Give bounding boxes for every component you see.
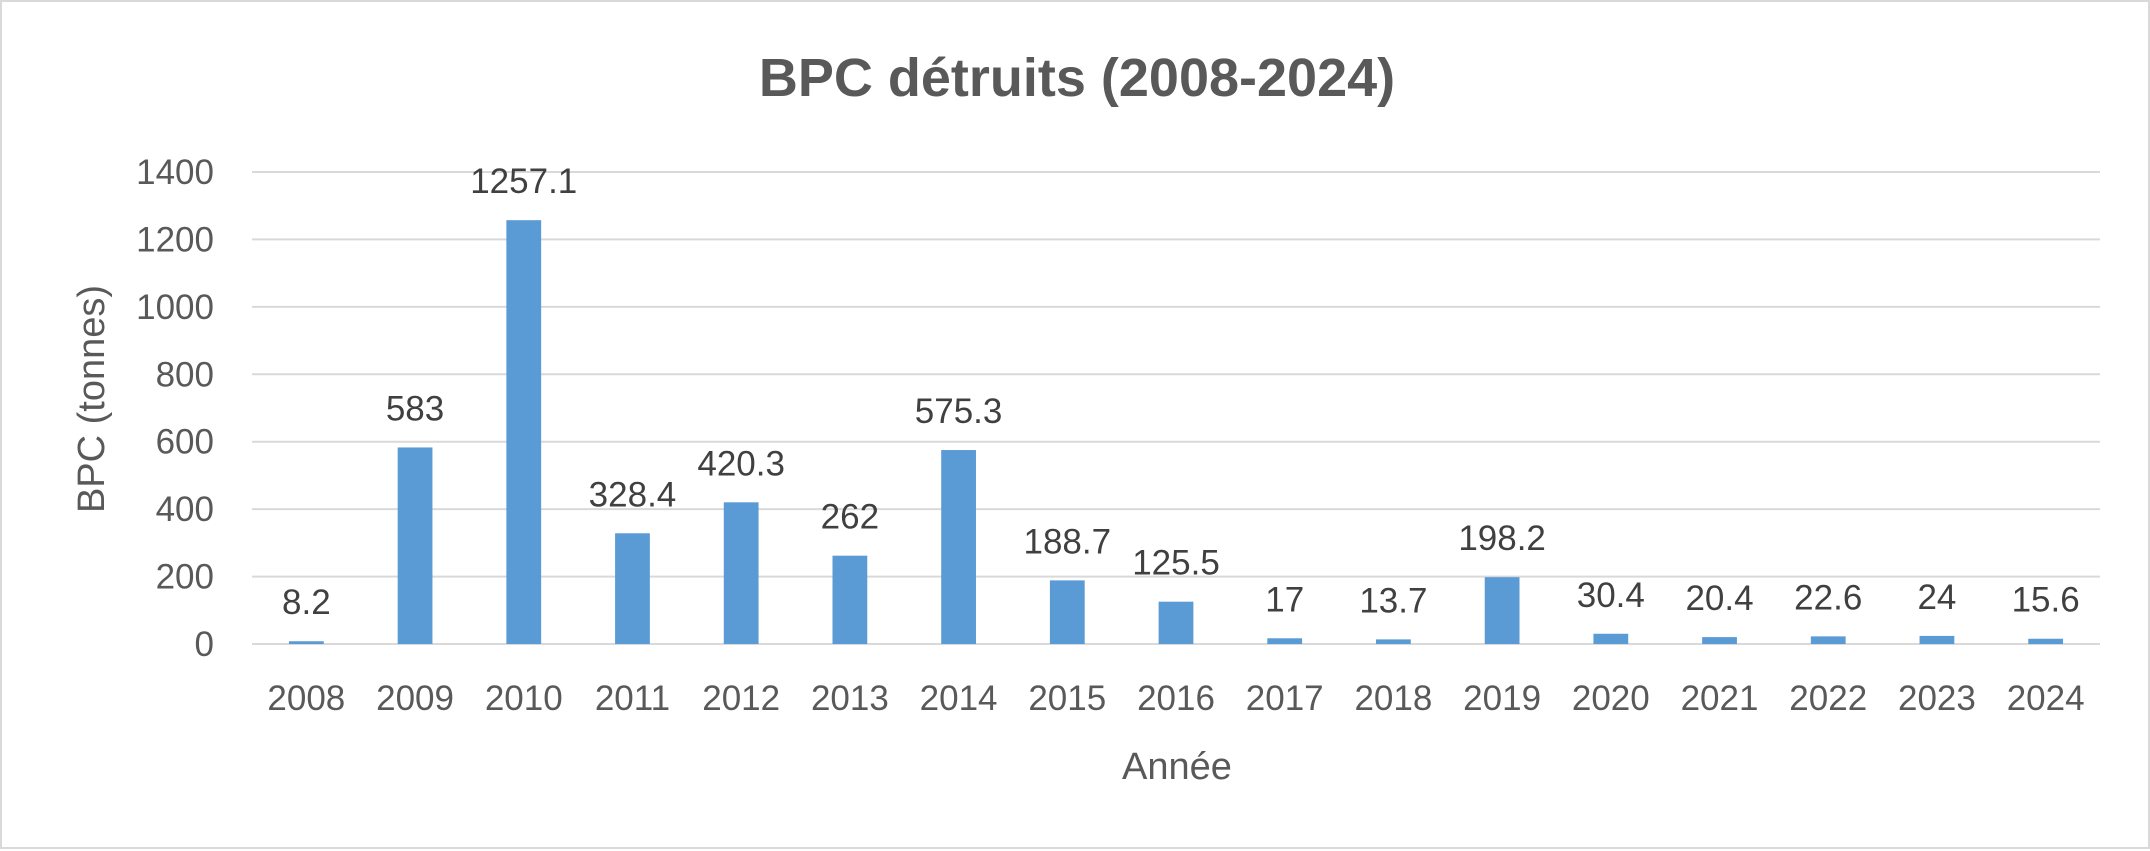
- bar-2022: [1810, 636, 1846, 644]
- y-tick-label-1400: 1400: [136, 153, 214, 192]
- x-tick-label-2022: 2022: [1789, 679, 1867, 718]
- data-label-2012: 420.3: [697, 444, 785, 483]
- data-label-2011: 328.4: [589, 475, 677, 514]
- bars: [288, 220, 2064, 644]
- data-label-2021: 20.4: [1685, 579, 1753, 618]
- x-tick-label-2024: 2024: [2007, 679, 2085, 718]
- bar-2011: [615, 533, 650, 644]
- bar-2016: [1158, 601, 1194, 644]
- x-axis-ticks: 2008 2009 2010 2011 2012 2013 2014 2015 2016 2017…: [267, 679, 2084, 718]
- data-labels: 8.2 583 1257.1 328.4 420.3 262 575.3 188.7 125.5…: [282, 162, 2080, 622]
- y-tick-label-1200: 1200: [136, 220, 214, 259]
- x-tick-label-2014: 2014: [920, 679, 998, 718]
- x-tick-label-2016: 2016: [1137, 679, 1215, 718]
- data-label-2016: 125.5: [1132, 544, 1220, 583]
- y-tick-label-1000: 1000: [136, 288, 214, 327]
- data-label-2019: 198.2: [1458, 519, 1546, 558]
- data-label-2013: 262: [821, 498, 879, 537]
- bar-2019: [1484, 577, 1520, 644]
- bar-2010: [506, 220, 542, 644]
- y-tick-label-200: 200: [156, 558, 214, 597]
- bar-2014: [941, 450, 976, 644]
- x-tick-label-2008: 2008: [267, 679, 345, 718]
- x-tick-label-2013: 2013: [811, 679, 889, 718]
- bar-2017: [1267, 638, 1303, 644]
- chart-title: BPC détruits (2008-2024): [759, 48, 1395, 108]
- data-label-2023: 24: [1917, 578, 1956, 617]
- x-tick-label-2019: 2019: [1463, 679, 1541, 718]
- data-label-2018: 13.7: [1359, 581, 1427, 620]
- data-label-2015: 188.7: [1023, 522, 1111, 561]
- data-label-2020: 30.4: [1577, 576, 1645, 615]
- data-label-2008: 8.2: [282, 583, 331, 622]
- data-label-2024: 15.6: [2012, 581, 2080, 620]
- x-tick-label-2009: 2009: [376, 679, 454, 718]
- bar-2023: [1919, 635, 1955, 644]
- data-label-2010: 1257.1: [470, 162, 577, 201]
- x-tick-label-2023: 2023: [1898, 679, 1976, 718]
- x-tick-label-2011: 2011: [595, 679, 670, 718]
- x-tick-label-2015: 2015: [1028, 679, 1106, 718]
- y-axis-ticks: 0 200 400 600 800 1000 1200 1400: [136, 153, 214, 664]
- bar-2013: [832, 555, 868, 644]
- bar-2009: [397, 447, 433, 644]
- x-tick-label-2021: 2021: [1681, 679, 1759, 718]
- y-axis-title: BPC (tonnes): [71, 285, 113, 513]
- bar-2020: [1593, 633, 1629, 644]
- data-label-2009: 583: [386, 389, 444, 428]
- bar-2021: [1702, 637, 1737, 644]
- bar-2024: [2028, 638, 2064, 644]
- x-tick-label-2017: 2017: [1246, 679, 1324, 718]
- gridlines: [252, 171, 2100, 645]
- data-label-2014: 575.3: [915, 392, 1003, 431]
- data-label-2022: 22.6: [1794, 578, 1862, 617]
- y-tick-label-400: 400: [156, 490, 214, 529]
- bar-2015: [1049, 580, 1085, 644]
- x-tick-label-2018: 2018: [1354, 679, 1432, 718]
- y-tick-label-800: 800: [156, 355, 214, 394]
- x-axis-title: Année: [1122, 746, 1232, 788]
- y-tick-label-600: 600: [156, 423, 214, 462]
- y-tick-label-0: 0: [195, 625, 214, 664]
- x-tick-label-2020: 2020: [1572, 679, 1650, 718]
- bar-2018: [1376, 639, 1411, 644]
- x-tick-label-2012: 2012: [702, 679, 780, 718]
- bar-2008: [288, 641, 324, 644]
- x-tick-label-2010: 2010: [485, 679, 563, 718]
- data-label-2017: 17: [1265, 580, 1304, 619]
- bar-2012: [723, 502, 759, 644]
